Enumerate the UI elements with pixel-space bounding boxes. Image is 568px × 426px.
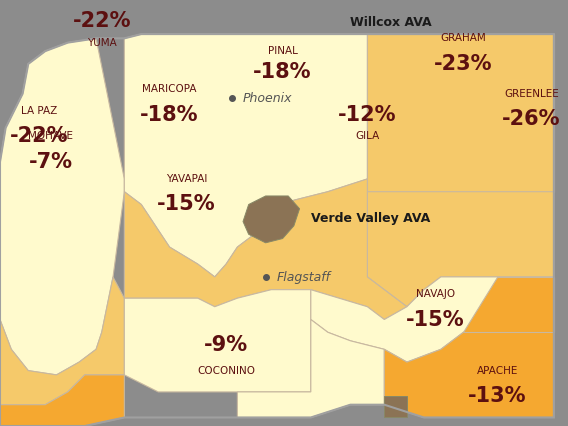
Text: PINAL: PINAL	[268, 46, 298, 56]
Text: -22%: -22%	[10, 127, 69, 146]
Text: -15%: -15%	[157, 195, 216, 214]
Text: -7%: -7%	[29, 152, 73, 172]
Polygon shape	[385, 332, 554, 417]
Polygon shape	[124, 290, 311, 392]
Polygon shape	[243, 196, 299, 243]
Polygon shape	[0, 38, 124, 375]
Text: NAVAJO: NAVAJO	[416, 289, 455, 299]
Text: -18%: -18%	[253, 63, 312, 82]
Text: GRAHAM: GRAHAM	[441, 33, 486, 43]
Polygon shape	[367, 179, 554, 307]
Text: Willcox AVA: Willcox AVA	[350, 16, 432, 29]
Text: MARICOPA: MARICOPA	[143, 84, 197, 95]
Text: GREENLEE: GREENLEE	[504, 89, 558, 99]
Polygon shape	[237, 320, 385, 417]
Polygon shape	[367, 34, 554, 192]
Text: -23%: -23%	[434, 54, 492, 74]
Text: -12%: -12%	[338, 105, 396, 125]
Text: APACHE: APACHE	[477, 366, 518, 376]
Polygon shape	[311, 277, 554, 362]
Polygon shape	[463, 277, 554, 332]
Text: -13%: -13%	[468, 386, 527, 406]
Polygon shape	[124, 179, 407, 320]
Text: YAVAPAI: YAVAPAI	[166, 174, 207, 184]
Text: -22%: -22%	[73, 12, 131, 31]
Text: Flagstaff: Flagstaff	[277, 271, 331, 284]
Polygon shape	[0, 375, 124, 426]
Text: -15%: -15%	[406, 310, 465, 329]
Text: -9%: -9%	[204, 335, 248, 355]
Text: COCONINO: COCONINO	[197, 366, 255, 376]
Text: Phoenix: Phoenix	[243, 92, 293, 105]
Text: LA PAZ: LA PAZ	[22, 106, 58, 116]
Text: MOHAVE: MOHAVE	[28, 131, 73, 141]
Polygon shape	[0, 277, 124, 405]
Text: YUMA: YUMA	[87, 37, 116, 48]
Polygon shape	[385, 396, 407, 417]
Text: Verde Valley AVA: Verde Valley AVA	[311, 212, 430, 225]
Polygon shape	[124, 34, 367, 277]
Text: GILA: GILA	[355, 131, 379, 141]
Text: -26%: -26%	[502, 109, 561, 129]
Text: -18%: -18%	[140, 105, 199, 125]
